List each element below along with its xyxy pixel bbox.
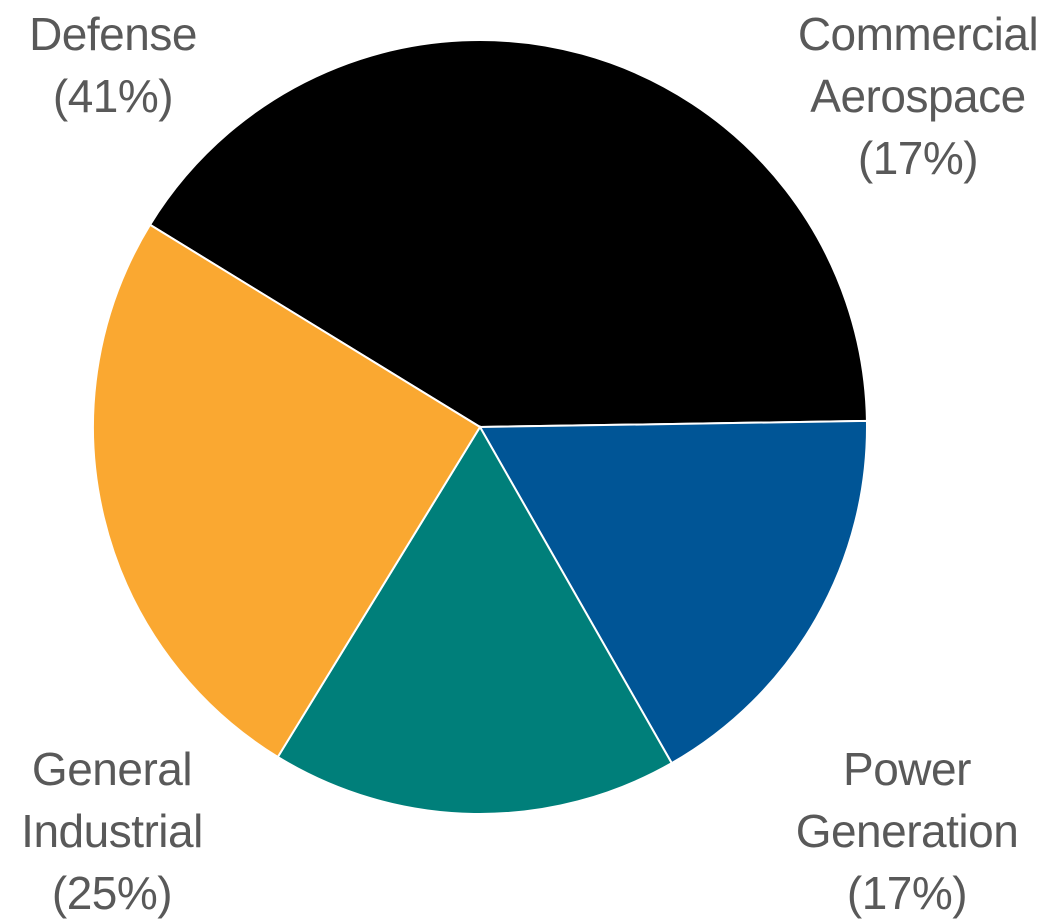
pie-label-line: Power [843, 743, 971, 795]
pie-slice-power [276, 425, 674, 815]
pie-label-line: Aerospace [810, 70, 1025, 122]
pie-slices [92, 39, 868, 815]
pie-label-line: Generation [796, 805, 1019, 857]
pie-label-defense: Defense (41%) [29, 8, 197, 122]
pie-labels: Defense (41%)Commercial Aerospace (17%)Powe… [21, 8, 1039, 919]
pie-label-line: (17%) [858, 132, 978, 184]
pie-label-line: (25%) [52, 867, 172, 919]
pie-slice-commercial [478, 419, 868, 765]
pie-slice-defense [148, 39, 868, 429]
pie-label-general: General Industrial (25%) [21, 743, 203, 919]
pie-label-power: Power Generation (17%) [796, 743, 1019, 919]
pie-label-line: Defense [29, 8, 197, 60]
pie-label-line: (17%) [847, 867, 967, 919]
pie-label-line: General [32, 743, 192, 795]
pie-slice-general [92, 223, 482, 759]
pie-label-line: Industrial [21, 805, 203, 857]
pie-label-line: (41%) [53, 70, 173, 122]
pie-label-commercial: Commercial Aerospace (17%) [798, 8, 1038, 184]
pie-label-line: Commercial [798, 8, 1038, 60]
